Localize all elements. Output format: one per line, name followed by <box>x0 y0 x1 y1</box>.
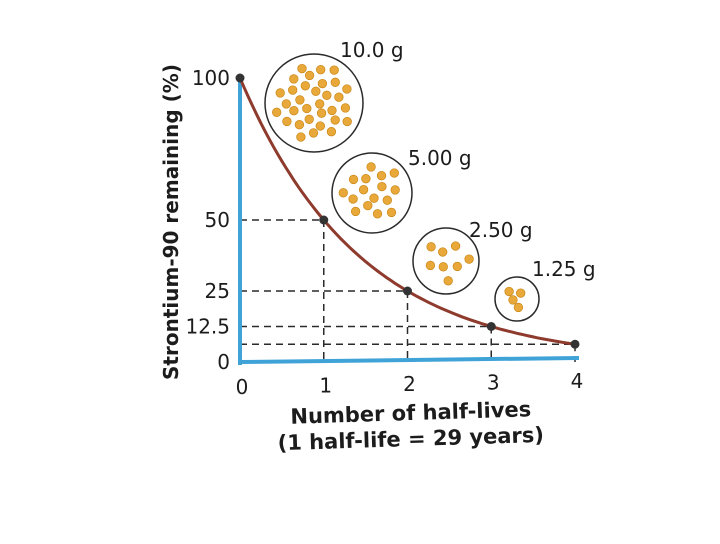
sample-mass-label: 10.0 g <box>340 38 404 62</box>
atom-dot <box>275 88 285 98</box>
data-point-4 <box>570 339 580 349</box>
x-tick-label: 3 <box>487 371 500 395</box>
x-axis-line <box>237 355 580 365</box>
y-tick-label: 100 <box>192 66 230 90</box>
atom-dot <box>377 181 387 192</box>
atom-dot <box>329 65 339 75</box>
atom-dot <box>289 106 299 116</box>
atom-dot <box>464 254 474 264</box>
atom-dot <box>342 84 352 94</box>
x-tick-labels: 0 1 2 3 4 <box>236 369 584 399</box>
atom-dot <box>315 99 325 109</box>
x-tick-label: 1 <box>319 374 332 398</box>
atom-dot <box>372 209 383 219</box>
data-point-0 <box>235 73 245 83</box>
atom-dot <box>304 114 314 124</box>
atom-dot <box>317 78 328 89</box>
atom-dot <box>302 103 312 114</box>
data-point-1 <box>319 215 329 225</box>
y-tick-label: 0 <box>217 350 230 374</box>
atom-dot <box>295 95 305 105</box>
atom-dot <box>326 127 337 137</box>
atom-dot <box>513 302 524 313</box>
atom-dot <box>308 128 319 138</box>
atom-dot <box>338 188 348 198</box>
atom-dot <box>316 65 326 75</box>
atom-dot <box>443 276 453 286</box>
atom-dot <box>425 260 436 271</box>
atom-dot <box>342 116 352 127</box>
data-point-2 <box>403 286 412 296</box>
dashed-guides <box>240 219 576 362</box>
sample-mass-label: 5.00 g <box>408 146 472 170</box>
atom-dot <box>363 200 373 211</box>
data-point-3 <box>486 322 496 331</box>
atom-dot <box>348 194 358 204</box>
atom-dot <box>369 193 379 203</box>
atom-dot <box>281 99 291 109</box>
atom-dot <box>348 174 359 185</box>
data-points <box>235 73 580 349</box>
sample-1: 5.00 g <box>331 146 472 234</box>
atom-dot <box>426 242 436 252</box>
axes <box>237 76 580 365</box>
atom-dot <box>289 74 299 84</box>
atom-dot <box>334 92 344 102</box>
sample-2: 2.50 g <box>412 218 533 295</box>
atom-dot <box>288 85 298 95</box>
atom-dot <box>452 261 462 272</box>
atom-dot <box>311 86 321 96</box>
atom-dot <box>382 195 392 205</box>
atom-dot <box>390 185 400 195</box>
atom-dot <box>322 90 332 100</box>
atom-dot <box>340 103 351 113</box>
atom-dot <box>361 174 371 184</box>
atom-dot <box>350 206 361 217</box>
y-tick-label: 50 <box>205 208 230 232</box>
atom-dot <box>272 107 282 117</box>
atom-dot <box>438 247 448 257</box>
atom-dot <box>315 121 325 131</box>
y-tick-label: 25 <box>205 279 230 303</box>
atom-dot <box>438 262 448 272</box>
atom-dot <box>297 63 307 74</box>
atom-dot <box>330 77 340 87</box>
x-tick-label: 4 <box>571 369 584 393</box>
x-tick-label: 0 <box>236 375 249 399</box>
atom-dot <box>386 207 397 218</box>
atom-dot <box>450 241 461 251</box>
sample-mass-label: 2.50 g <box>469 218 533 242</box>
atom-dot <box>366 162 376 172</box>
atom-dot <box>304 70 315 81</box>
atom-dot <box>504 286 514 297</box>
atom-dot <box>316 108 327 118</box>
atom-dot <box>330 115 340 125</box>
sample-annotations: 10.0 g 5.00 g 2.50 g 1.25 g <box>264 38 596 322</box>
y-tick-labels: 0 12.5 25 50 100 <box>185 66 230 374</box>
sample-mass-label: 1.25 g <box>532 257 596 281</box>
atom-dot <box>389 168 399 178</box>
sample-3: 1.25 g <box>494 257 596 322</box>
atom-dot <box>358 185 369 195</box>
atom-dot <box>376 171 387 181</box>
y-axis-label: Strontium-90 remaining (%) <box>159 64 183 380</box>
atom-dot <box>282 116 292 127</box>
atom-dot <box>296 132 306 142</box>
atom-dot <box>327 105 337 116</box>
atom-dot <box>300 81 310 91</box>
atom-dot <box>294 120 305 130</box>
sample-0: 10.0 g <box>264 38 404 153</box>
atom-dot <box>508 295 518 305</box>
x-tick-label: 2 <box>403 372 416 396</box>
y-tick-label: 12.5 <box>185 315 230 339</box>
atom-dot <box>516 288 526 298</box>
